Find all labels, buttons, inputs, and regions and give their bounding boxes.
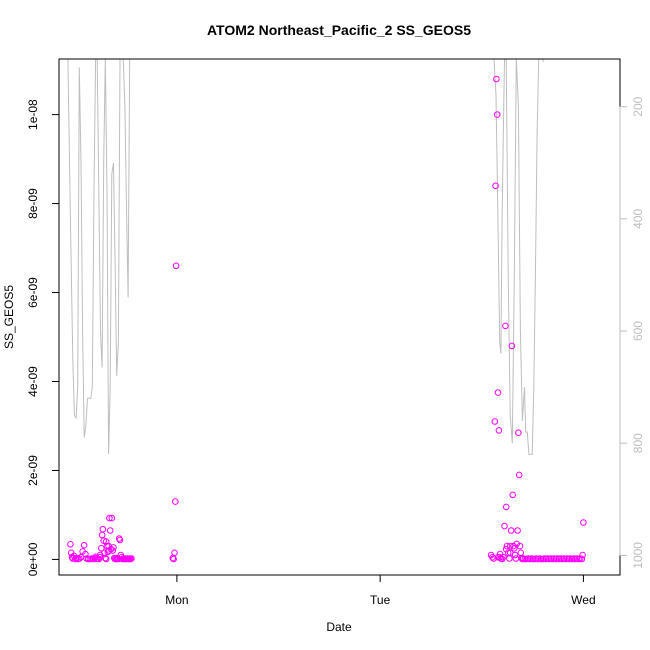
data-point	[496, 550, 504, 558]
x-axis: Mon Tue Wed	[165, 574, 596, 607]
data-point	[72, 555, 79, 563]
y2-tick-label: 800	[631, 433, 645, 453]
data-point	[502, 545, 510, 553]
data-point	[170, 555, 177, 563]
chart-title: ATOM2 Northeast_Pacific_2 SS_GEOS5	[207, 22, 471, 38]
y-tick-label: 4e-09	[26, 366, 40, 397]
data-point	[99, 525, 107, 533]
y2-tick-label: 600	[631, 321, 645, 341]
data-point	[506, 555, 513, 562]
y2-tick-label: 1000	[631, 542, 645, 569]
y-tick-label: 1e-08	[26, 99, 40, 130]
data-point	[506, 549, 514, 557]
y2-tick-label: 400	[631, 209, 645, 229]
x-tick-label: Wed	[571, 593, 595, 607]
data-point	[508, 342, 516, 350]
data-point	[509, 491, 517, 499]
data-point	[67, 541, 74, 548]
data-point	[517, 549, 525, 557]
data-point	[515, 471, 523, 479]
data-point	[580, 519, 587, 526]
data-point	[102, 538, 110, 545]
data-point	[92, 553, 99, 561]
data-point	[494, 389, 502, 396]
data-point	[493, 75, 500, 83]
data-point	[492, 182, 499, 190]
x-tick-label: Tue	[370, 593, 391, 607]
data-point	[172, 498, 179, 505]
data-point	[495, 427, 503, 434]
y-tick-label: 6e-09	[26, 277, 40, 308]
plot-frame	[58, 58, 621, 576]
x-axis-label: Date	[326, 620, 352, 634]
data-point	[514, 527, 521, 534]
data-point	[80, 541, 88, 549]
data-point	[507, 527, 515, 534]
data-point	[108, 514, 116, 522]
y-axis: 0e+00 2e-09 4e-09 6e-09 8e-09 1e-08	[26, 99, 60, 576]
data-point	[501, 522, 508, 530]
y-tick-label: 2e-09	[26, 455, 40, 486]
data-point	[512, 555, 520, 562]
data-point	[490, 555, 497, 562]
pressure-line	[67, 59, 545, 455]
data-point	[491, 418, 499, 425]
data-point	[171, 549, 178, 557]
y-axis-label: SS_GEOS5	[2, 285, 16, 349]
data-point	[172, 262, 180, 270]
data-point	[106, 514, 113, 522]
y2-axis: 200 400 600 800 1000	[619, 96, 645, 569]
y-tick-label: 0e+00	[26, 542, 40, 576]
data-point	[116, 536, 124, 544]
data-point	[128, 555, 135, 562]
data-point	[503, 542, 511, 550]
data-point	[513, 540, 521, 548]
data-point	[515, 429, 522, 437]
data-point	[76, 555, 83, 562]
data-point	[493, 111, 501, 118]
data-points	[67, 75, 587, 563]
data-point	[502, 503, 510, 511]
data-point	[96, 553, 103, 561]
data-point	[106, 527, 114, 534]
data-point	[98, 545, 105, 552]
data-point	[82, 550, 89, 558]
data-point	[98, 531, 106, 539]
y-tick-label: 8e-09	[26, 188, 40, 219]
x-tick-label: Mon	[165, 593, 188, 607]
data-point	[102, 555, 110, 563]
y2-tick-label: 200	[631, 96, 645, 116]
data-point	[516, 542, 524, 550]
pressure-series-line	[67, 59, 545, 455]
data-point	[502, 322, 509, 330]
data-point	[578, 555, 586, 563]
data-point	[109, 547, 116, 554]
data-point	[579, 551, 586, 559]
